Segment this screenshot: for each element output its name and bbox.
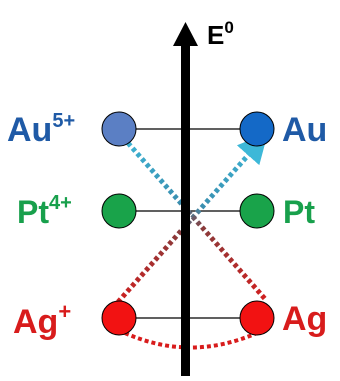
pt-ion-label: Pt4+	[17, 192, 72, 230]
potential-axis	[181, 42, 190, 376]
pt-ion-circle	[101, 193, 137, 229]
ag-ion-circle	[101, 300, 137, 336]
ag-metal-label: Ag	[282, 300, 327, 338]
axis-arrowhead	[173, 22, 198, 46]
dotted-curve-ag	[124, 331, 258, 350]
au-ion-label: Au5+	[7, 110, 75, 149]
au-ion-circle	[101, 111, 137, 147]
pt-metal-circle	[239, 193, 275, 229]
pt-metal-label: Pt	[283, 194, 315, 230]
au-metal-label: Au	[282, 111, 327, 149]
ag-metal-circle	[239, 300, 275, 336]
au-metal-circle	[239, 111, 275, 147]
axis-label: E0	[207, 18, 234, 50]
ag-ion-label: Ag+	[13, 299, 71, 341]
